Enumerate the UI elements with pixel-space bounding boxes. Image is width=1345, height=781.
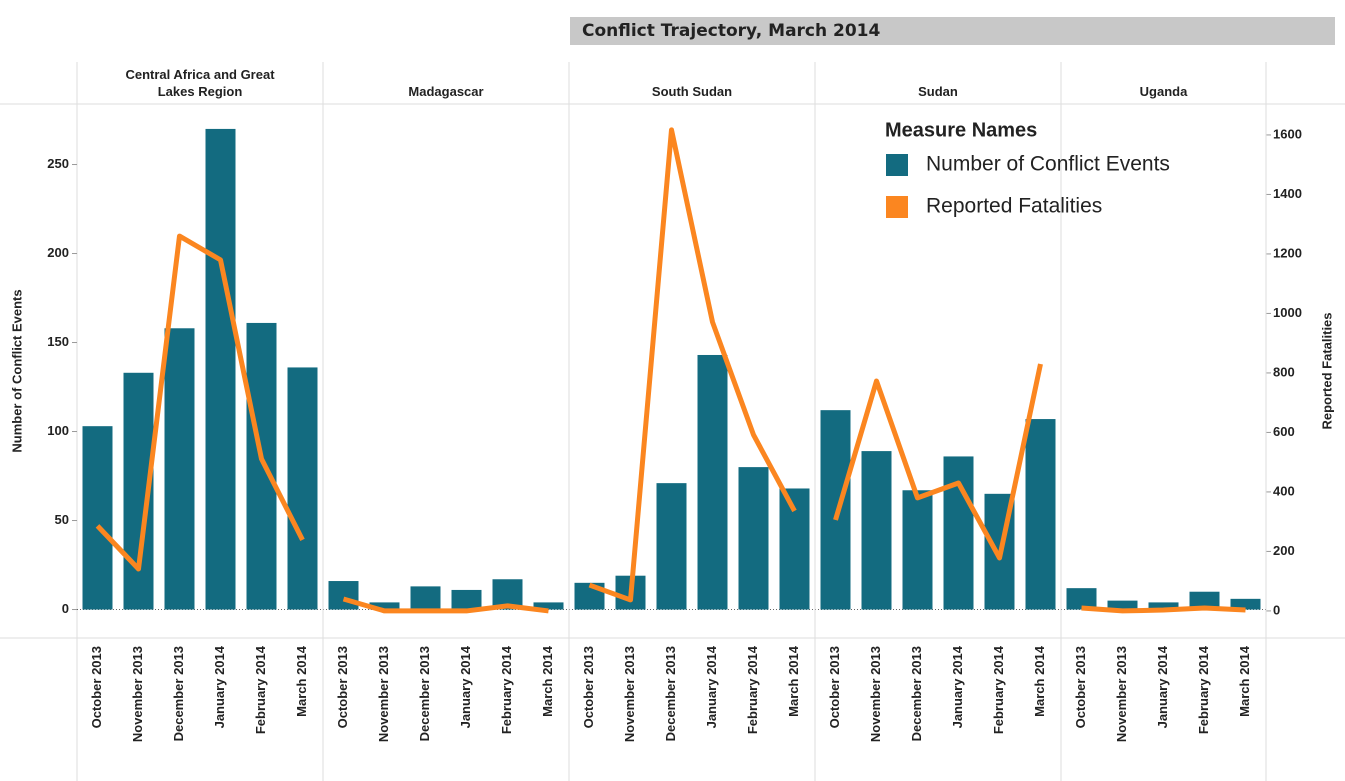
y2-axis-label: Reported Fatalities <box>1319 312 1334 429</box>
x-tick-label: January 2014 <box>212 645 227 728</box>
y2-tick-label: 400 <box>1273 483 1295 498</box>
bar <box>246 322 277 610</box>
panel-header: Central Africa and Great Lakes Region <box>125 67 275 99</box>
x-tick-label: October 2013 <box>89 646 104 728</box>
bar <box>82 426 113 610</box>
panel-header-box: Madagascar <box>408 84 484 99</box>
bar <box>738 467 769 610</box>
x-tick-label: October 2013 <box>1073 646 1088 728</box>
y2-tick-label: 200 <box>1273 543 1295 558</box>
bar <box>410 586 441 610</box>
x-tick-label: February 2014 <box>991 645 1006 734</box>
x-tick-label: March 2014 <box>294 645 309 717</box>
x-tick-label: December 2013 <box>417 646 432 741</box>
y-axis-label: Number of Conflict Events <box>9 289 24 452</box>
panel-header-box: South Sudan <box>651 84 733 99</box>
x-tick-label: January 2014 <box>704 645 719 728</box>
y2-tick-label: 0 <box>1273 602 1280 617</box>
bar <box>287 367 318 610</box>
fatalities-line <box>95 233 305 572</box>
panel-header-box: Sudan <box>918 84 958 99</box>
y2-tick-label: 600 <box>1273 424 1295 439</box>
y-tick-label: 100 <box>47 423 69 438</box>
legend-swatch <box>886 196 908 218</box>
x-tick-label: January 2014 <box>950 645 965 728</box>
y-tick-label: 150 <box>47 334 69 349</box>
legend-swatch <box>886 154 908 176</box>
bar <box>164 328 195 610</box>
x-tick-label: January 2014 <box>1155 645 1170 728</box>
y-tick-label: 50 <box>55 512 69 527</box>
x-tick-label: November 2013 <box>868 646 883 742</box>
y2-tick-label: 1000 <box>1273 305 1302 320</box>
x-tick-label: February 2014 <box>745 645 760 734</box>
bar <box>1107 600 1138 610</box>
panel-header-box: Uganda <box>1139 84 1188 99</box>
bar <box>1148 602 1179 610</box>
fatalities-line <box>588 127 797 603</box>
x-tick-label: March 2014 <box>786 645 801 717</box>
bar <box>1066 588 1097 610</box>
bar <box>697 354 728 610</box>
y2-tick-label: 1200 <box>1273 245 1302 260</box>
bar <box>1025 419 1056 610</box>
bar <box>943 456 974 610</box>
fatalities-line <box>342 596 549 614</box>
x-tick-label: December 2013 <box>171 646 186 741</box>
x-tick-label: February 2014 <box>499 645 514 734</box>
y-tick-label: 200 <box>47 245 69 260</box>
y-tick-label: 250 <box>47 156 69 171</box>
y2-tick-label: 1400 <box>1273 186 1302 201</box>
panel-header: Uganda <box>1139 84 1188 99</box>
y2-tick-label: 1600 <box>1273 126 1302 141</box>
bar <box>533 602 564 610</box>
x-tick-label: March 2014 <box>1032 645 1047 717</box>
bar <box>820 410 851 610</box>
bar <box>656 483 687 610</box>
fatalities-line <box>1081 605 1246 614</box>
bar <box>451 589 482 610</box>
y2-tick-label: 800 <box>1273 364 1295 379</box>
x-tick-label: November 2013 <box>1114 646 1129 742</box>
bar <box>1230 598 1261 610</box>
x-tick-label: November 2013 <box>376 646 391 742</box>
panel-header: South Sudan <box>651 84 733 99</box>
legend-label: Number of Conflict Events <box>926 153 1170 176</box>
x-tick-label: January 2014 <box>458 645 473 728</box>
x-tick-label: October 2013 <box>335 646 350 728</box>
x-tick-label: March 2014 <box>540 645 555 717</box>
x-tick-label: February 2014 <box>253 645 268 734</box>
panel-header-box: Central Africa and Great Lakes Region <box>125 67 275 99</box>
x-tick-label: November 2013 <box>622 646 637 742</box>
title-bar <box>570 17 1335 45</box>
x-tick-label: November 2013 <box>130 646 145 742</box>
bar <box>369 602 400 610</box>
x-tick-label: December 2013 <box>909 646 924 741</box>
chart-title: Conflict Trajectory, March 2014 <box>582 21 881 41</box>
bar <box>902 490 933 610</box>
x-tick-label: October 2013 <box>581 646 596 728</box>
legend-title: Measure Names <box>885 119 1037 141</box>
x-tick-label: October 2013 <box>827 646 842 728</box>
x-tick-label: December 2013 <box>663 646 678 741</box>
bar <box>1189 591 1220 610</box>
panel-header: Madagascar <box>408 84 484 99</box>
panel-header: Sudan <box>918 84 958 99</box>
legend-label: Reported Fatalities <box>926 195 1102 218</box>
x-tick-label: February 2014 <box>1196 645 1211 734</box>
bar <box>861 451 892 610</box>
bar <box>205 128 236 610</box>
bar <box>328 581 359 610</box>
x-tick-label: March 2014 <box>1237 645 1252 717</box>
y-tick-label: 0 <box>62 601 69 616</box>
fatalities-line <box>833 363 1043 561</box>
